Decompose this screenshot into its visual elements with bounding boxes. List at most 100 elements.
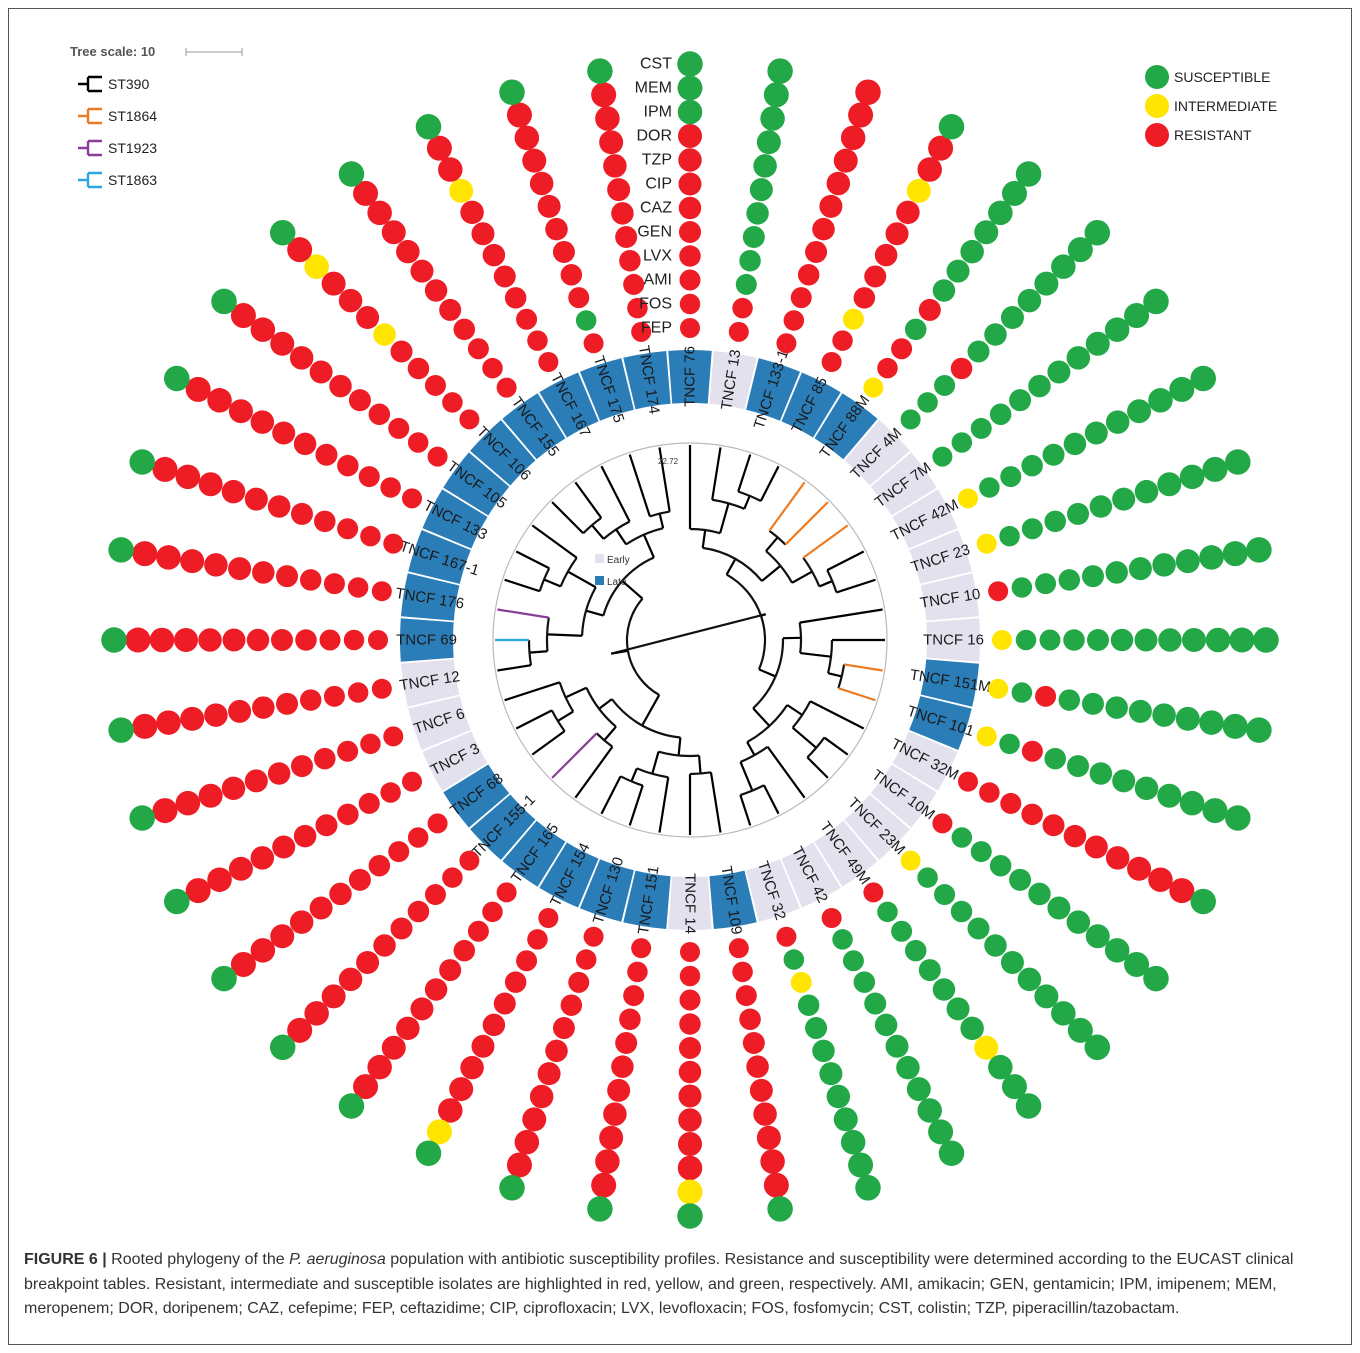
susceptibility-dot bbox=[380, 782, 401, 803]
susceptibility-dot bbox=[222, 480, 246, 504]
susceptibility-dot bbox=[1012, 577, 1033, 598]
tree-branch bbox=[516, 710, 552, 728]
susceptibility-dot bbox=[349, 869, 371, 891]
tree-branch bbox=[769, 482, 804, 531]
susceptibility-dot bbox=[607, 1079, 630, 1102]
susceptibility-dot bbox=[1105, 561, 1128, 584]
susceptibility-dot bbox=[791, 287, 812, 308]
isolate-label: TNCF 16 bbox=[923, 632, 984, 649]
susceptibility-dot bbox=[623, 985, 644, 1006]
tree-branch bbox=[659, 777, 668, 832]
antibiotic-label: MEM bbox=[635, 80, 672, 97]
susceptibility-dot bbox=[933, 279, 956, 302]
tree-branch bbox=[738, 492, 761, 501]
susceptibility-dot bbox=[1085, 1035, 1111, 1061]
susceptibility-dot bbox=[251, 846, 275, 870]
susceptibility-dot bbox=[459, 851, 479, 871]
antibiotic-label: CIP bbox=[645, 176, 672, 193]
susceptibility-dot bbox=[295, 629, 317, 651]
susceptibility-dot bbox=[156, 710, 181, 735]
susceptibility-dot bbox=[459, 409, 479, 429]
susceptibility-dot bbox=[530, 1085, 554, 1109]
tree-branch bbox=[787, 705, 802, 715]
tree-branch bbox=[793, 728, 817, 748]
susceptibility-dot bbox=[1105, 696, 1128, 719]
susceptibility-dot bbox=[974, 220, 998, 244]
tree-branch bbox=[703, 530, 705, 548]
susceptibility-dot bbox=[460, 1056, 484, 1080]
susceptibility-dot bbox=[471, 1035, 494, 1058]
susceptibility-dot bbox=[132, 714, 157, 739]
susceptibility-dot bbox=[875, 1014, 898, 1037]
st-legend-label: ST1923 bbox=[108, 140, 157, 156]
susceptibility-dot bbox=[886, 222, 909, 245]
susceptibility-dot bbox=[680, 294, 701, 315]
susceptibility-dot bbox=[732, 962, 753, 983]
susceptibility-dot bbox=[679, 197, 702, 220]
susceptibility-dot bbox=[877, 358, 898, 379]
caption-species: P. aeruginosa bbox=[289, 1251, 386, 1268]
susceptibility-dot bbox=[591, 82, 616, 107]
tree-branch bbox=[540, 568, 549, 591]
phylogeny-figure: Tree scale: 10 ST390ST1864ST1923ST1863 S… bbox=[0, 0, 1360, 1240]
tree-branch bbox=[803, 558, 819, 587]
susceptibility-dot bbox=[746, 202, 769, 225]
susceptibility-dot bbox=[369, 404, 391, 426]
susceptibility-dot bbox=[863, 882, 883, 902]
susceptibility-dot bbox=[934, 884, 955, 905]
susceptibility-dot bbox=[545, 218, 568, 241]
susceptibility-dot bbox=[310, 360, 333, 383]
susceptibility-dot bbox=[438, 1098, 463, 1123]
susceptibility-dot bbox=[1111, 629, 1134, 652]
susceptibility-dot bbox=[425, 884, 446, 905]
susceptibility-dot bbox=[678, 1132, 702, 1156]
susceptibility-dot bbox=[680, 318, 700, 338]
susceptibility-dot bbox=[439, 959, 461, 981]
susceptibility-dot bbox=[410, 997, 433, 1020]
susceptibility-dot bbox=[372, 679, 392, 699]
susceptibility-dot bbox=[553, 241, 575, 263]
tree-branch bbox=[807, 738, 824, 758]
susceptibility-dot bbox=[623, 274, 644, 295]
susceptibility-dot bbox=[886, 1035, 909, 1058]
susceptibility-dot bbox=[356, 306, 379, 329]
susceptibility-dot bbox=[974, 1036, 998, 1060]
susceptibility-dot bbox=[1035, 686, 1056, 707]
susceptibility-dot bbox=[270, 220, 296, 246]
susceptibility-dot bbox=[960, 1017, 984, 1041]
susceptibility-dot bbox=[108, 717, 134, 743]
susceptibility-dot bbox=[522, 149, 546, 173]
susceptibility-dot bbox=[1090, 762, 1113, 785]
susceptibility-dot bbox=[408, 432, 429, 453]
susceptibility-dot bbox=[1202, 798, 1227, 823]
susceptibility-dot bbox=[739, 1009, 761, 1031]
antibiotic-label: FEP bbox=[641, 320, 672, 337]
susceptibility-dot bbox=[1180, 791, 1205, 816]
tree-root-branch bbox=[611, 614, 766, 654]
tree-branch bbox=[800, 653, 831, 657]
susceptibility-dot bbox=[186, 878, 211, 903]
susceptibility-dot bbox=[901, 851, 921, 871]
susceptibility-dot bbox=[527, 330, 548, 351]
susceptibility-dot bbox=[928, 1119, 953, 1144]
susceptibility-dot bbox=[798, 994, 820, 1016]
susceptibility-dot bbox=[270, 924, 294, 948]
susceptibility-dot bbox=[1127, 857, 1151, 881]
susceptibility-dot bbox=[1152, 703, 1176, 727]
susceptibility-dot bbox=[483, 1014, 506, 1037]
susceptibility-dot bbox=[1143, 966, 1169, 992]
tree-branch bbox=[599, 699, 612, 709]
susceptibility-dot bbox=[483, 244, 506, 267]
susceptibility-dot bbox=[619, 1009, 641, 1031]
period-legend-swatch bbox=[595, 554, 604, 563]
susceptibility-dot bbox=[1044, 511, 1066, 533]
susceptibility-dot bbox=[736, 985, 757, 1006]
susceptibility-dot bbox=[1230, 628, 1255, 653]
tree-branch bbox=[642, 695, 659, 726]
susceptibility-dot bbox=[538, 195, 561, 218]
tree-branch bbox=[836, 580, 875, 593]
susceptibility-dot bbox=[988, 679, 1008, 699]
legend-swatch bbox=[1145, 94, 1169, 118]
susceptibility-dot bbox=[1190, 889, 1216, 915]
susceptibility-dot bbox=[1180, 465, 1205, 490]
